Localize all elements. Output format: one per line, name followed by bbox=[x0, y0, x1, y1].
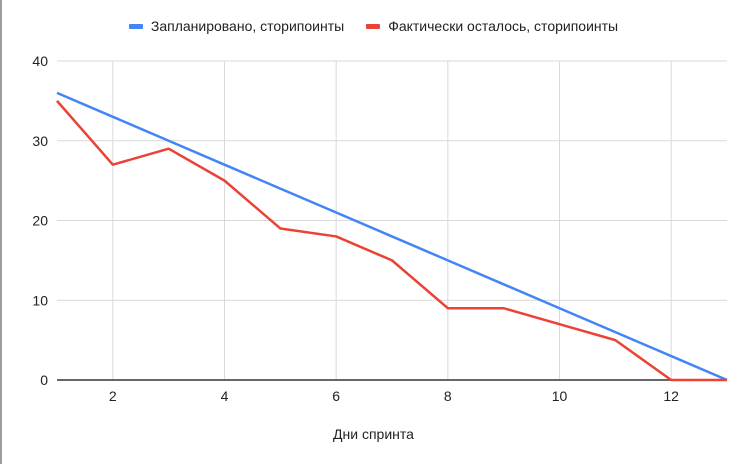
y-tick-label: 40 bbox=[32, 53, 48, 69]
x-tick-label: 10 bbox=[552, 388, 568, 404]
legend-label-actual: Фактически осталось, сторипоинты bbox=[388, 18, 619, 34]
legend-swatch-actual bbox=[366, 23, 381, 29]
x-tick-label: 12 bbox=[663, 388, 679, 404]
y-tick-label: 20 bbox=[32, 213, 48, 229]
legend-label-planned: Запланировано, сторипоинты bbox=[150, 18, 345, 34]
legend-swatch-planned bbox=[128, 23, 143, 29]
legend-item-actual[interactable]: Фактически осталось, сторипоинты bbox=[366, 18, 618, 34]
chart-legend: Запланировано, сторипоинты Фактически ос… bbox=[0, 18, 747, 34]
legend-item-planned[interactable]: Запланировано, сторипоинты bbox=[128, 18, 345, 34]
series-line-planned bbox=[56, 91, 728, 382]
y-tick-label: 30 bbox=[32, 133, 48, 149]
x-tick-label: 6 bbox=[332, 388, 340, 404]
series-line-actual bbox=[56, 100, 727, 382]
y-tick-label: 0 bbox=[40, 372, 48, 388]
y-tick-label: 10 bbox=[32, 292, 48, 308]
x-tick-label: 2 bbox=[109, 388, 117, 404]
x-axis-title: Дни спринта bbox=[333, 426, 414, 442]
x-tick-label: 8 bbox=[444, 388, 452, 404]
frame-border bbox=[0, 0, 2, 464]
x-tick-label: 4 bbox=[221, 388, 229, 404]
